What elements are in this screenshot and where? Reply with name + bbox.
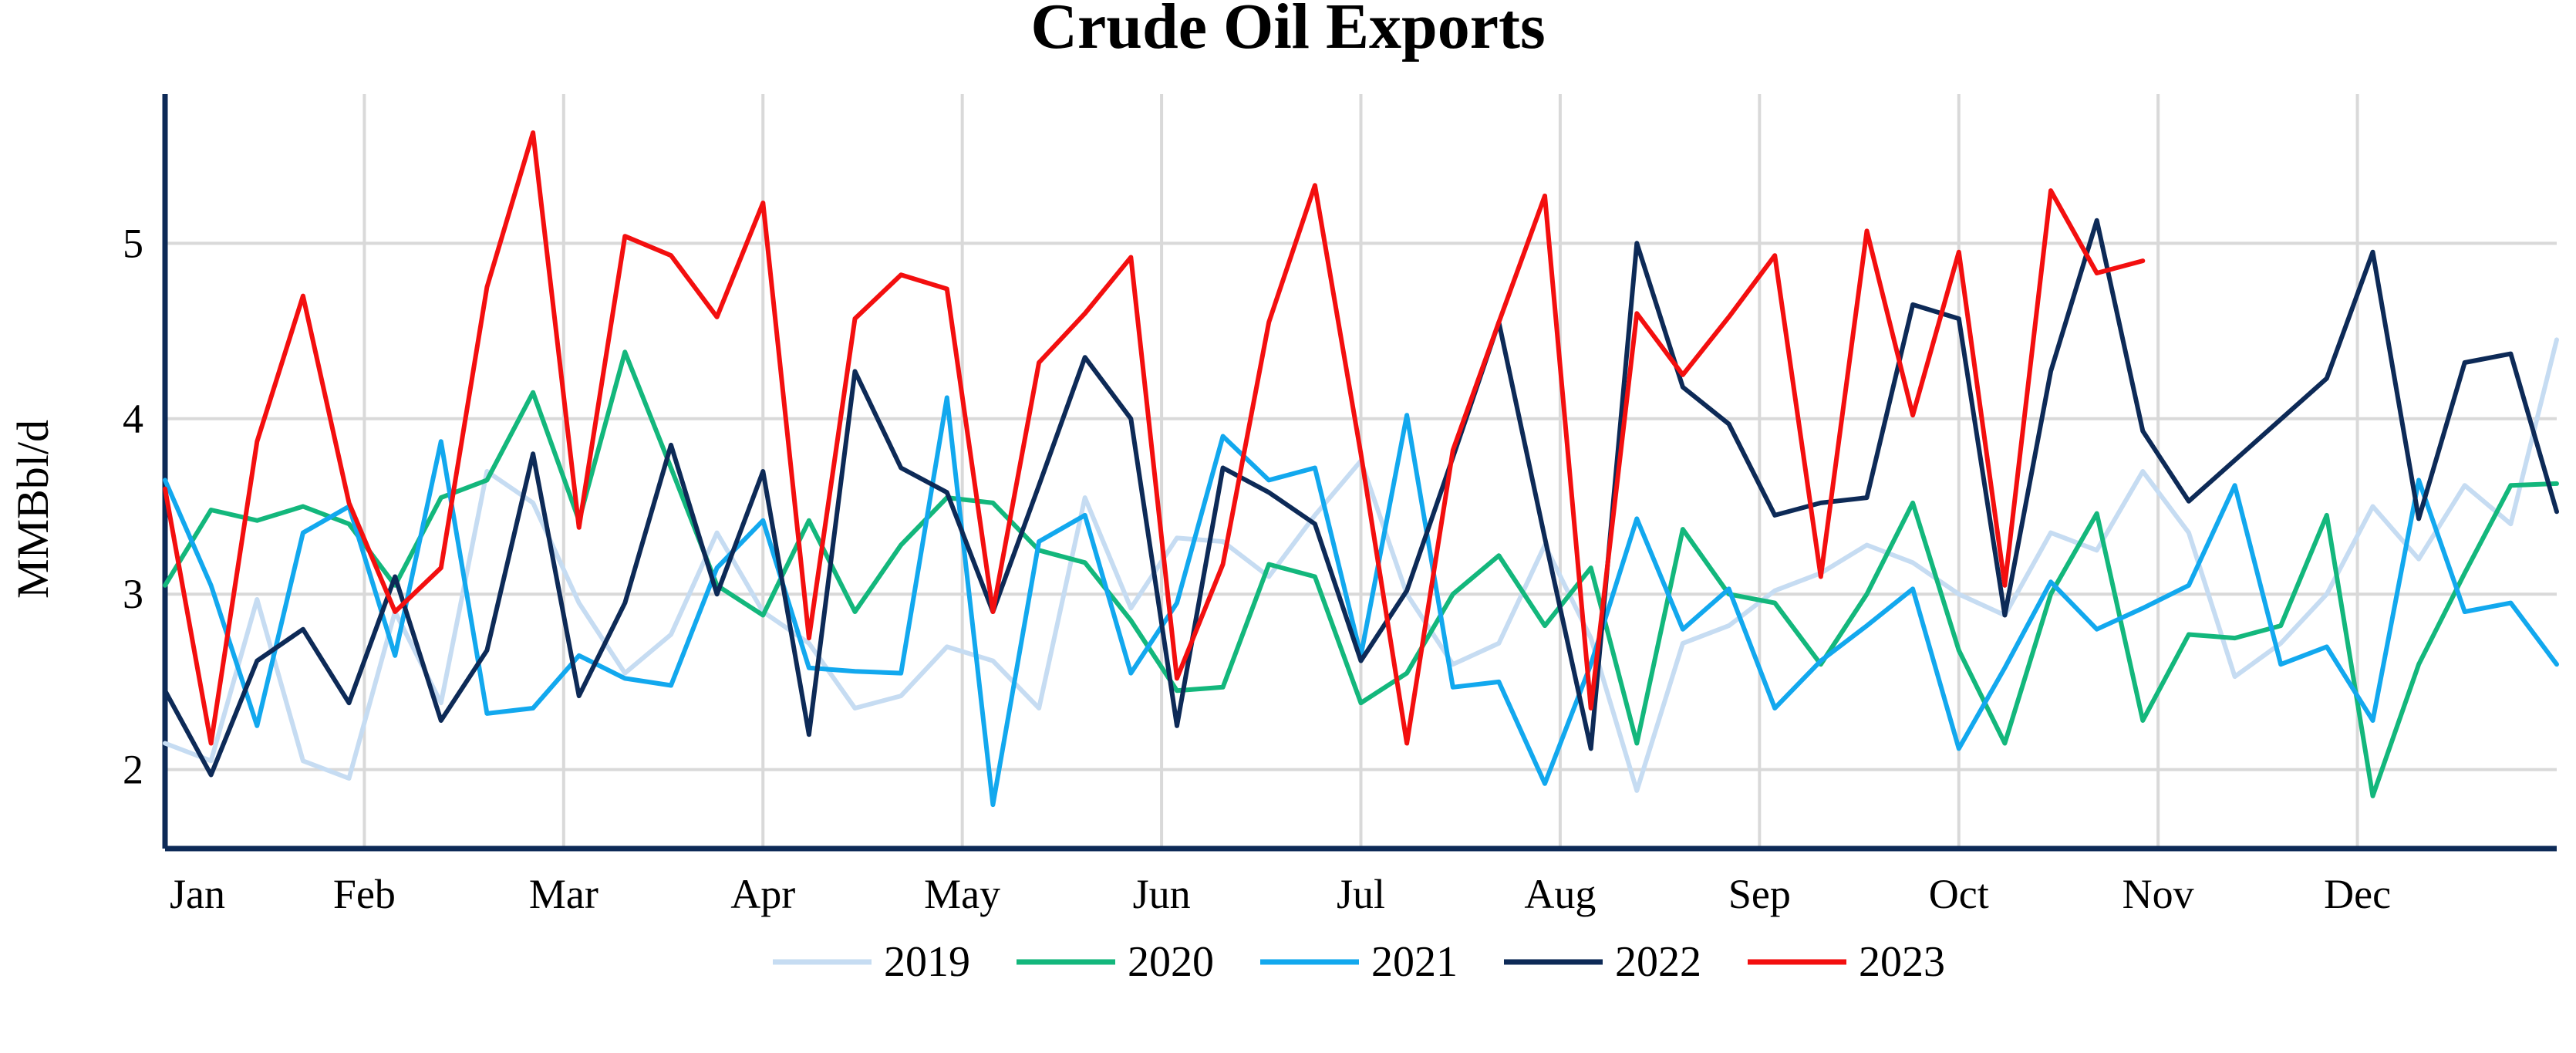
grid (165, 94, 2557, 849)
x-tick-label: Jan (170, 871, 225, 917)
x-tick-label: May (924, 871, 1000, 917)
legend: 2019 2020 2021 2022 2023 (773, 938, 1945, 986)
x-tick-label: Aug (1524, 871, 1596, 917)
series-line-2023 (163, 130, 2146, 746)
series-line-2020 (163, 349, 2559, 798)
axes (162, 94, 2557, 852)
x-tick-label: Dec (2324, 871, 2391, 917)
y-tick-label: 5 (123, 220, 143, 266)
legend-label: 2021 (1371, 938, 1458, 986)
x-tick-label: Nov (2123, 871, 2194, 917)
legend-label: 2020 (1128, 938, 1214, 986)
x-tick-label: Mar (529, 871, 598, 917)
y-tick-label: 3 (123, 571, 143, 617)
x-tick-label: Sep (1728, 871, 1791, 917)
y-axis-label: MMBbl/d (8, 420, 58, 599)
legend-item-2022: 2022 (1504, 938, 1701, 986)
series-line-2022 (163, 218, 2559, 778)
y-tick-label: 2 (123, 747, 143, 793)
legend-label: 2023 (1859, 938, 1945, 986)
legend-item-2020: 2020 (1017, 938, 1214, 986)
x-tick-label: Jun (1133, 871, 1191, 917)
chart-title: Crude Oil Exports (1030, 0, 1545, 62)
legend-item-2023: 2023 (1748, 938, 1945, 986)
tick-labels: Jan Feb Mar Apr May Jun Jul Aug Sep Oct Nov Dec 2 3 4 5 (123, 220, 2391, 917)
legend-label: 2022 (1615, 938, 1701, 986)
series-lines (163, 130, 2559, 808)
x-tick-label: Jul (1337, 871, 1385, 917)
y-tick-label: 4 (123, 396, 143, 442)
legend-item-2019: 2019 (773, 938, 970, 986)
legend-item-2021: 2021 (1260, 938, 1458, 986)
x-tick-label: Oct (1929, 871, 1989, 917)
legend-label: 2019 (884, 938, 970, 986)
x-tick-label: Feb (333, 871, 396, 917)
x-tick-label: Apr (730, 871, 795, 917)
